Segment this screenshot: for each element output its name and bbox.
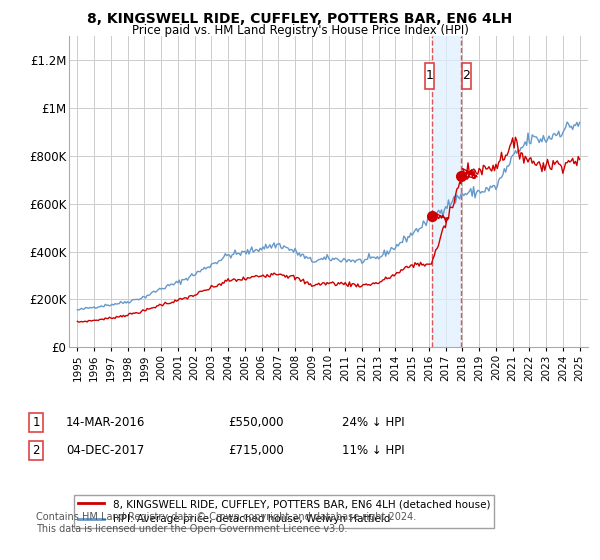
- Text: £550,000: £550,000: [228, 416, 284, 430]
- Text: Price paid vs. HM Land Registry's House Price Index (HPI): Price paid vs. HM Land Registry's House …: [131, 24, 469, 37]
- Bar: [462, 63, 471, 89]
- Text: 14-MAR-2016: 14-MAR-2016: [66, 416, 145, 430]
- Text: 04-DEC-2017: 04-DEC-2017: [66, 444, 144, 458]
- Text: 2: 2: [32, 444, 40, 458]
- Text: 24% ↓ HPI: 24% ↓ HPI: [342, 416, 404, 430]
- Bar: [425, 63, 434, 89]
- Text: 1: 1: [32, 416, 40, 430]
- Text: 2: 2: [463, 69, 470, 82]
- Text: £715,000: £715,000: [228, 444, 284, 458]
- Text: 8, KINGSWELL RIDE, CUFFLEY, POTTERS BAR, EN6 4LH: 8, KINGSWELL RIDE, CUFFLEY, POTTERS BAR,…: [88, 12, 512, 26]
- Text: 11% ↓ HPI: 11% ↓ HPI: [342, 444, 404, 458]
- Text: 1: 1: [426, 69, 434, 82]
- Bar: [433, 36, 461, 347]
- Text: Contains HM Land Registry data © Crown copyright and database right 2024.
This d: Contains HM Land Registry data © Crown c…: [36, 512, 416, 534]
- Legend: 8, KINGSWELL RIDE, CUFFLEY, POTTERS BAR, EN6 4LH (detached house), HPI: Average : 8, KINGSWELL RIDE, CUFFLEY, POTTERS BAR,…: [74, 495, 494, 529]
